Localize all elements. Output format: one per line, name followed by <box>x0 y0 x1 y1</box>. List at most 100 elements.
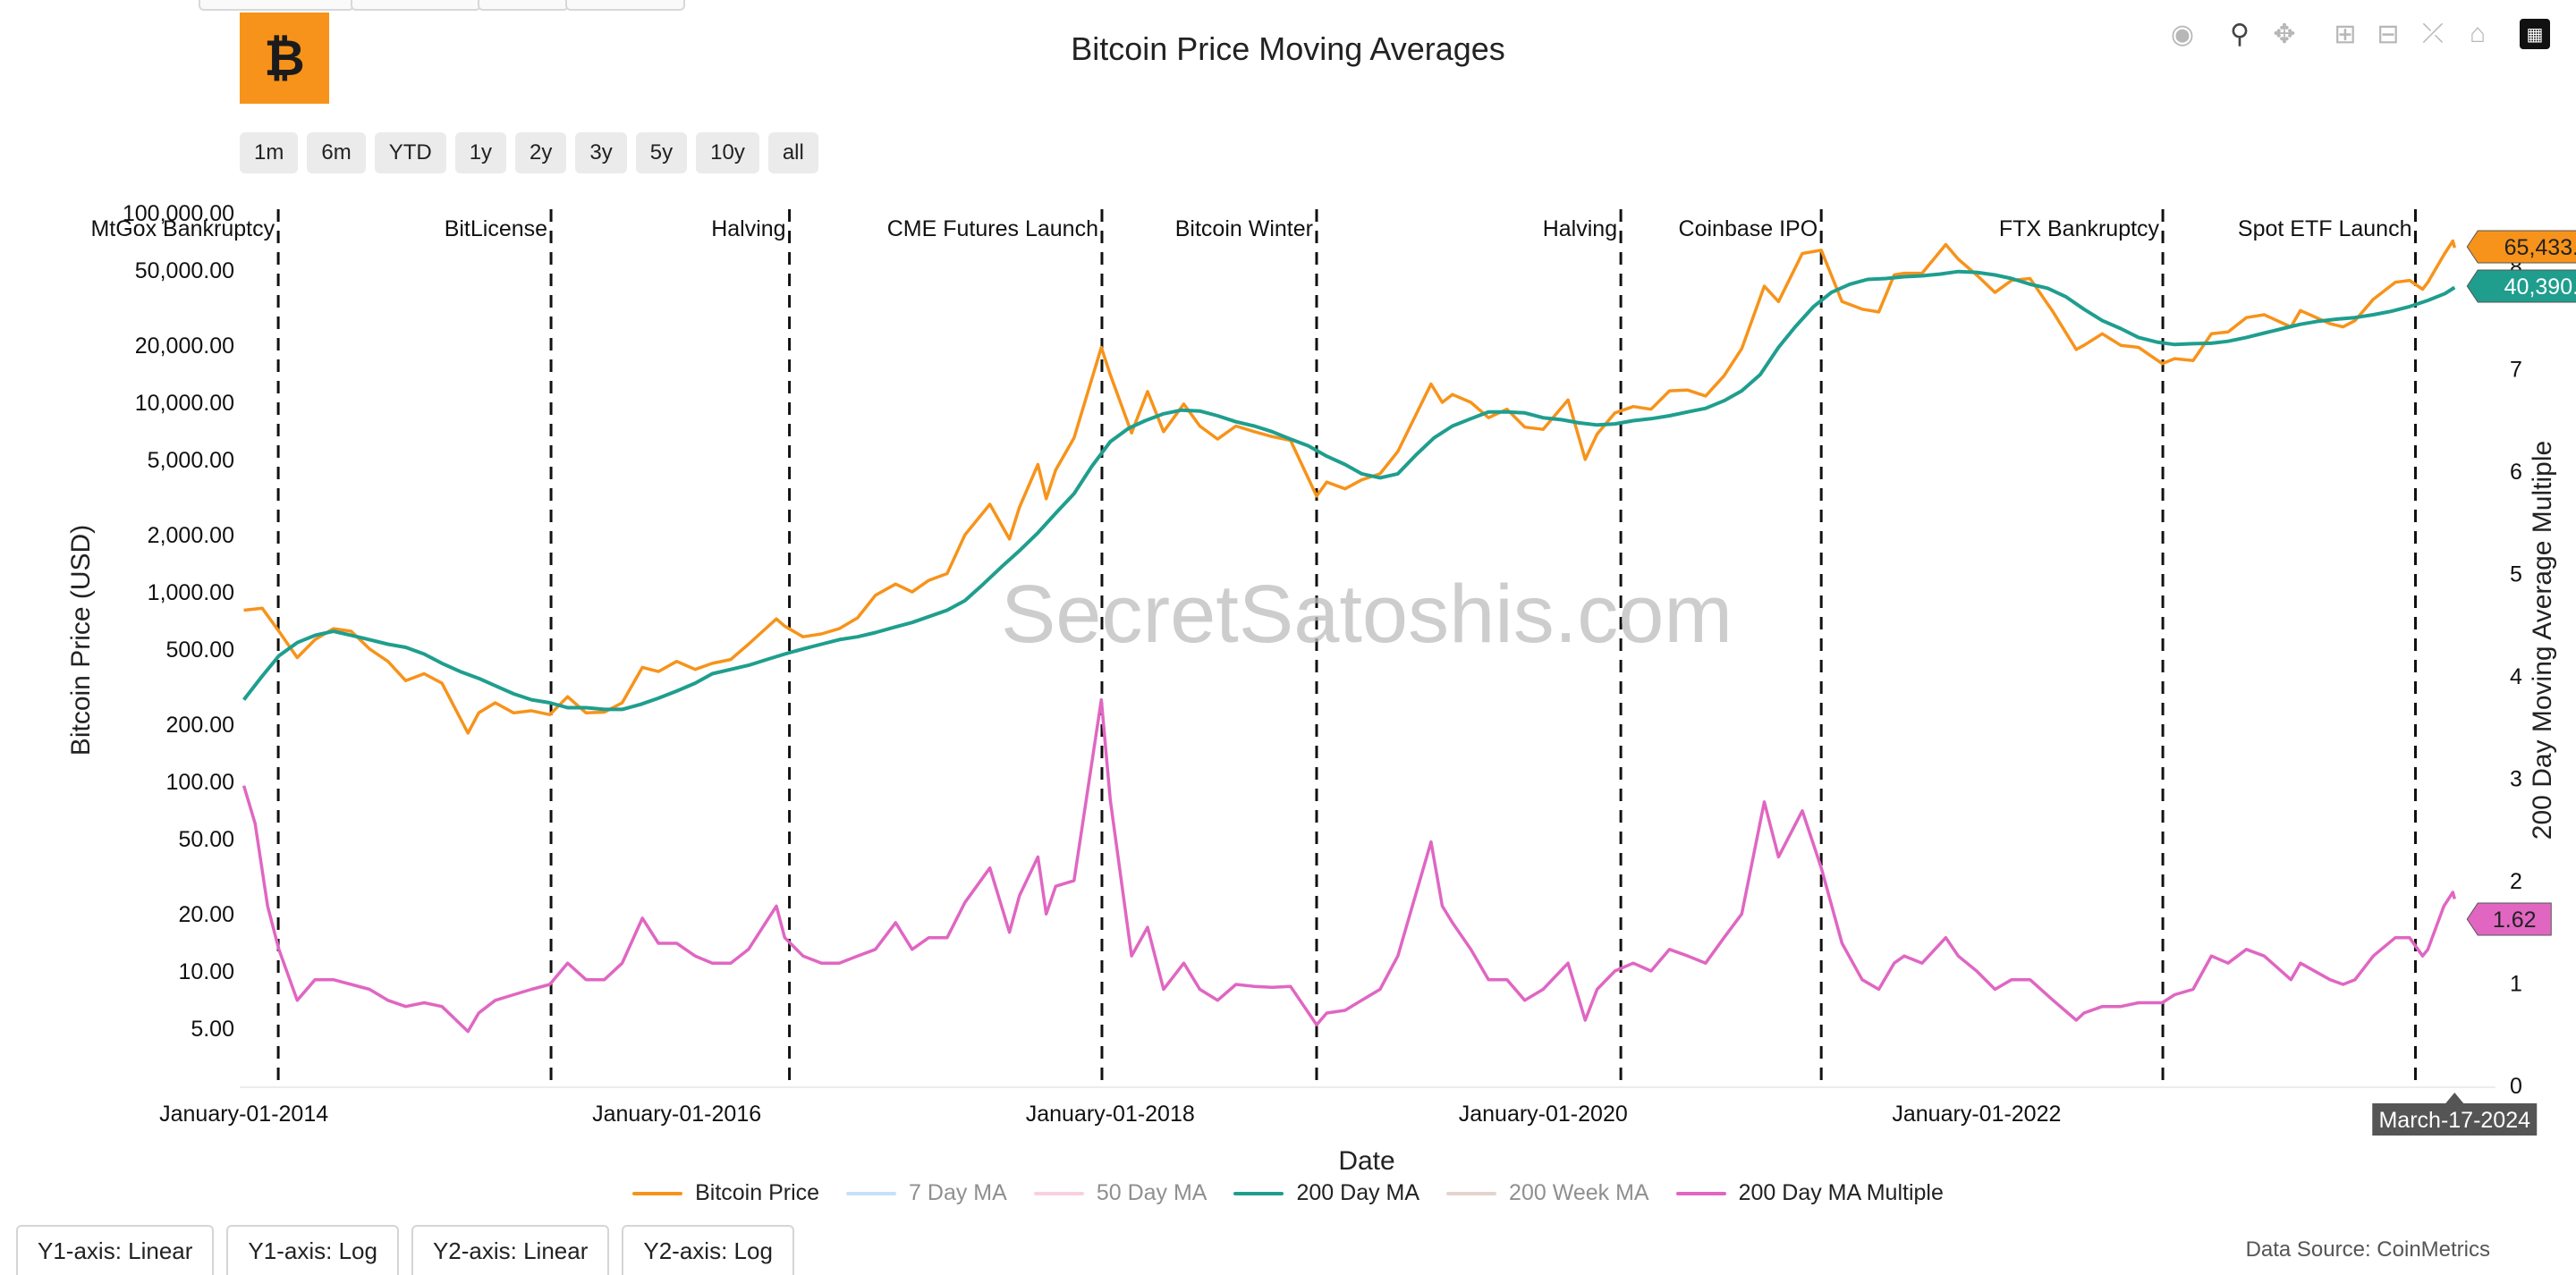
legend: Bitcoin Price 7 Day MA 50 Day MA 200 Day… <box>0 1180 2576 1206</box>
y2-tick-label: 4 <box>2510 664 2522 689</box>
y-tick-label: 5,000.00 <box>148 448 234 473</box>
y-tick-label: 2,000.00 <box>148 523 234 548</box>
y2-axis-title: 200 Day Moving Average Multiple <box>2528 441 2557 840</box>
y2-tick-label: 7 <box>2510 358 2522 383</box>
x-tick-label: January-01-2016 <box>592 1102 761 1127</box>
multiple-tick-label: 10.00 <box>178 959 234 984</box>
multiple-tick-label: 20.00 <box>178 902 234 927</box>
event-label: BitLicense <box>445 216 547 241</box>
hover-date-box <box>2372 1093 2538 1136</box>
legend-label: Bitcoin Price <box>695 1180 820 1205</box>
y-tick-label: 10,000.00 <box>135 391 234 416</box>
legend-label: 50 Day MA <box>1096 1180 1208 1205</box>
value-labels: 65,433.68 40,390.44 1.62 March-17-2024 <box>2372 230 2576 1136</box>
range-button-10y[interactable]: 10y <box>696 132 759 173</box>
y-tick-label: 20,000.00 <box>135 334 234 359</box>
zoom-out-icon[interactable]: ⊟ <box>2377 19 2400 49</box>
tab-y2-linear[interactable]: Y2-axis: Linear <box>411 1225 610 1275</box>
event-label: Bitcoin Winter <box>1175 216 1313 241</box>
range-button-1m[interactable]: 1m <box>240 132 299 173</box>
logo: ₿ <box>240 13 329 104</box>
legend-item-200-week-ma[interactable]: 200 Week MA <box>1446 1180 1649 1206</box>
event-label: CME Futures Launch <box>887 216 1098 241</box>
event-label: MtGox Bankruptcy <box>90 216 275 241</box>
axis-scale-tabs: Y1-axis: Linear Y1-axis: Log Y2-axis: Li… <box>16 1225 794 1275</box>
tab-y2-log[interactable]: Y2-axis: Log <box>622 1225 794 1275</box>
plotly-logo-icon[interactable]: ▦ <box>2517 16 2553 52</box>
range-button-3y[interactable]: 3y <box>575 132 627 173</box>
series-line-bitcoin-price <box>243 239 2456 735</box>
range-button-1y[interactable]: 1y <box>454 132 507 173</box>
y-tick-label: 50,000.00 <box>135 258 234 283</box>
tab-y1-log[interactable]: Y1-axis: Log <box>226 1225 399 1275</box>
chart-toolbar: ◉ ⚲ ✥ ⊞ ⊟ ⤫ ⌂ ▦ <box>2165 16 2558 52</box>
bitcoin-smile-icon: ₿ <box>264 30 305 86</box>
legend-item-bitcoin-price[interactable]: Bitcoin Price <box>632 1180 819 1206</box>
range-button-ytd[interactable]: YTD <box>374 132 446 173</box>
chart-title: Bitcoin Price Moving Averages <box>1071 30 1505 67</box>
multiple-value-tag: 1.62 <box>2466 902 2552 936</box>
y-tick-label: 500.00 <box>166 638 234 663</box>
y2-tick-label: 1 <box>2510 972 2522 997</box>
event-label: Coinbase IPO <box>1679 216 1818 241</box>
x-tick-label: January-01-2018 <box>1026 1102 1195 1127</box>
legend-swatch <box>1033 1191 1084 1195</box>
top-tab[interactable] <box>565 0 685 11</box>
multiple-tick-label: 50.00 <box>178 827 234 852</box>
ma-value-tag: 40,390.44 <box>2466 269 2576 303</box>
price-value-tag-text: 65,433.68 <box>2504 235 2576 260</box>
range-selector: 1m 6m YTD 1y 2y 3y 5y 10y all <box>240 132 818 173</box>
axes: January-01-2014 January-01-2016 January-01… <box>123 201 2522 1127</box>
x-tick-label: January-01-2014 <box>159 1102 328 1127</box>
legend-swatch <box>846 1191 897 1195</box>
series-line-200-day-ma <box>242 269 2456 712</box>
ma-value-tag-text: 40,390.44 <box>2504 274 2576 300</box>
legend-swatch <box>1233 1191 1284 1195</box>
y-axis-title: Bitcoin Price (USD) <box>66 525 96 756</box>
range-button-2y[interactable]: 2y <box>515 132 567 173</box>
price-value-tag: 65,433.68 <box>2466 230 2576 264</box>
legend-label: 200 Week MA <box>1509 1180 1649 1205</box>
event-label: Halving <box>711 216 785 241</box>
series-line-200-day-ma-multiple <box>242 697 2456 1034</box>
event-label: FTX Bankruptcy <box>1999 216 2160 241</box>
event-label: Spot ETF Launch <box>2238 216 2412 241</box>
hover-date-text: March-17-2024 <box>2378 1108 2530 1133</box>
x-tick-label: January-01-2022 <box>1892 1102 2061 1127</box>
event-label: Halving <box>1543 216 1617 241</box>
multiple-value-tag-text: 1.62 <box>2493 908 2537 933</box>
y2-tick-label: 3 <box>2510 767 2522 792</box>
multiple-tick-label: 100.00 <box>166 770 234 795</box>
data-source: Data Source: CoinMetrics <box>2245 1237 2490 1262</box>
camera-icon[interactable]: ◉ <box>2170 19 2195 49</box>
range-button-all[interactable]: all <box>767 132 818 173</box>
multiple-value-tag-shape <box>2466 902 2552 936</box>
autoscale-icon[interactable]: ⤫ <box>2422 19 2444 48</box>
range-button-5y[interactable]: 5y <box>635 132 688 173</box>
legend-swatch <box>1675 1191 1726 1195</box>
legend-item-200-day-ma[interactable]: 200 Day MA <box>1233 1180 1419 1206</box>
legend-item-200-day-ma-multiple[interactable]: 200 Day MA Multiple <box>1675 1180 1944 1206</box>
legend-swatch <box>632 1191 683 1195</box>
price-value-tag-shape <box>2466 230 2576 264</box>
reset-axes-icon[interactable]: ⌂ <box>2469 19 2487 48</box>
ma-value-tag-shape <box>2466 269 2576 303</box>
y-tick-label: 100,000.00 <box>123 201 234 226</box>
x-tick-label: January-01-2020 <box>1459 1102 1628 1127</box>
hover-date-label: March-17-2024 <box>2372 1093 2538 1136</box>
series-lines <box>242 239 2456 1034</box>
zoom-icon[interactable]: ⚲ <box>2230 19 2250 49</box>
zoom-in-icon[interactable]: ⊞ <box>2334 19 2357 49</box>
tab-y1-linear[interactable]: Y1-axis: Linear <box>16 1225 215 1275</box>
pan-icon[interactable]: ✥ <box>2273 19 2296 49</box>
y2-tick-label: 0 <box>2510 1074 2522 1099</box>
multiple-tick-label: 5.00 <box>191 1017 234 1042</box>
legend-label: 200 Day MA Multiple <box>1738 1180 1944 1205</box>
top-tab-strip <box>0 0 698 11</box>
range-button-6m[interactable]: 6m <box>307 132 366 173</box>
y2-tick-label: 6 <box>2510 460 2522 485</box>
legend-item-7-day-ma[interactable]: 7 Day MA <box>846 1180 1007 1206</box>
y-tick-label: 200.00 <box>166 713 234 738</box>
legend-item-50-day-ma[interactable]: 50 Day MA <box>1033 1180 1208 1206</box>
